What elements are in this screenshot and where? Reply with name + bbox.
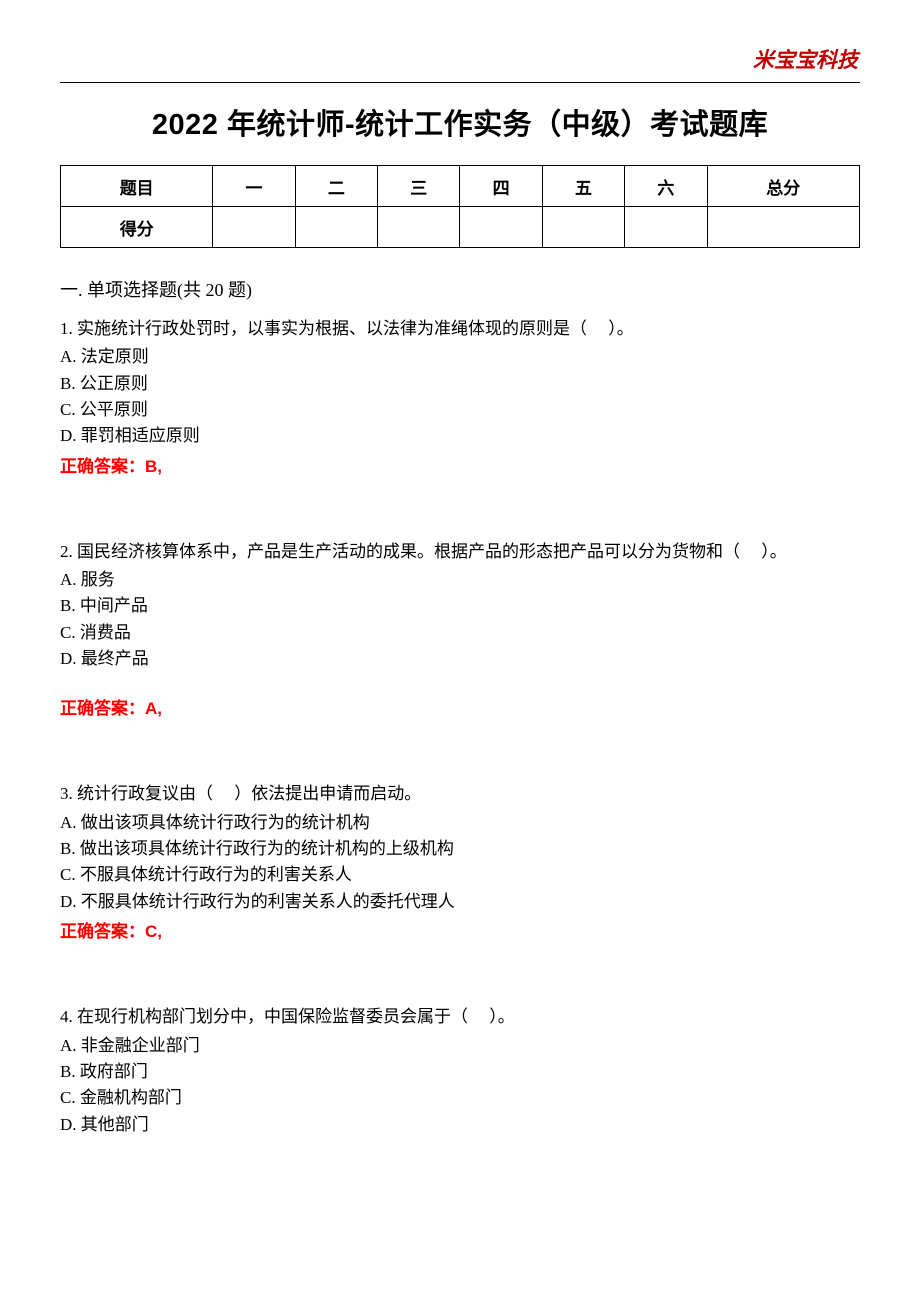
score-table: 题目 一 二 三 四 五 六 总分 得分 [60, 165, 860, 248]
option-b: B. 公正原则 [60, 371, 860, 397]
option-a: A. 做出该项具体统计行政行为的统计机构 [60, 810, 860, 836]
question-block: 4. 在现行机构部门划分中，中国保险监督委员会属于（ ）。 A. 非金融企业部门B… [60, 1004, 860, 1138]
option-a: A. 法定原则 [60, 344, 860, 370]
score-cell [460, 207, 542, 248]
option-d: D. 其他部门 [60, 1112, 860, 1138]
section-heading: 一. 单项选择题(共 20 题) [60, 276, 860, 302]
score-header-cell: 题目 [61, 166, 213, 207]
correct-answer: 正确答案：C, [60, 917, 860, 942]
score-cell [625, 207, 707, 248]
option-d: D. 最终产品 [60, 646, 860, 672]
option-c: C. 消费品 [60, 620, 860, 646]
score-row-label: 得分 [61, 207, 213, 248]
score-cell [213, 207, 295, 248]
question-block: 2. 国民经济核算体系中，产品是生产活动的成果。根据产品的形态把产品可以分为货物… [60, 539, 860, 720]
option-a: A. 非金融企业部门 [60, 1033, 860, 1059]
document-title: 2022 年统计师-统计工作实务（中级）考试题库 [60, 101, 860, 143]
correct-answer: 正确答案：B, [60, 452, 860, 477]
option-b: B. 政府部门 [60, 1059, 860, 1085]
option-c: C. 金融机构部门 [60, 1085, 860, 1111]
score-header-cell: 三 [378, 166, 460, 207]
score-cell [707, 207, 859, 248]
score-value-row: 得分 [61, 207, 860, 248]
score-header-cell: 四 [460, 166, 542, 207]
question-text: 2. 国民经济核算体系中，产品是生产活动的成果。根据产品的形态把产品可以分为货物… [60, 539, 860, 565]
score-cell [378, 207, 460, 248]
score-header-cell: 六 [625, 166, 707, 207]
score-header-cell: 二 [295, 166, 377, 207]
option-d: D. 罪罚相适应原则 [60, 423, 860, 449]
score-cell [542, 207, 624, 248]
score-header-row: 题目 一 二 三 四 五 六 总分 [61, 166, 860, 207]
option-c: C. 公平原则 [60, 397, 860, 423]
score-header-cell: 总分 [707, 166, 859, 207]
score-header-cell: 五 [542, 166, 624, 207]
option-d: D. 不服具体统计行政行为的利害关系人的委托代理人 [60, 889, 860, 915]
question-text: 4. 在现行机构部门划分中，中国保险监督委员会属于（ ）。 [60, 1004, 860, 1030]
option-b: B. 中间产品 [60, 593, 860, 619]
score-header-cell: 一 [213, 166, 295, 207]
question-text: 1. 实施统计行政处罚时，以事实为根据、以法律为准绳体现的原则是（ ）。 [60, 316, 860, 342]
option-a: A. 服务 [60, 567, 860, 593]
watermark-text: 米宝宝科技 [753, 44, 858, 74]
document-page: 米宝宝科技 2022 年统计师-统计工作实务（中级）考试题库 题目 一 二 三 … [0, 0, 920, 1302]
option-b: B. 做出该项具体统计行政行为的统计机构的上级机构 [60, 836, 860, 862]
questions-container: 1. 实施统计行政处罚时，以事实为根据、以法律为准绳体现的原则是（ ）。A. 法… [60, 316, 860, 1138]
header-rule [60, 82, 860, 83]
correct-answer: 正确答案：A, [60, 694, 860, 719]
question-text: 3. 统计行政复议由（ ）依法提出申请而启动。 [60, 781, 860, 807]
question-block: 3. 统计行政复议由（ ）依法提出申请而启动。 A. 做出该项具体统计行政行为的统… [60, 781, 860, 942]
score-cell [295, 207, 377, 248]
option-c: C. 不服具体统计行政行为的利害关系人 [60, 862, 860, 888]
question-block: 1. 实施统计行政处罚时，以事实为根据、以法律为准绳体现的原则是（ ）。A. 法… [60, 316, 860, 477]
